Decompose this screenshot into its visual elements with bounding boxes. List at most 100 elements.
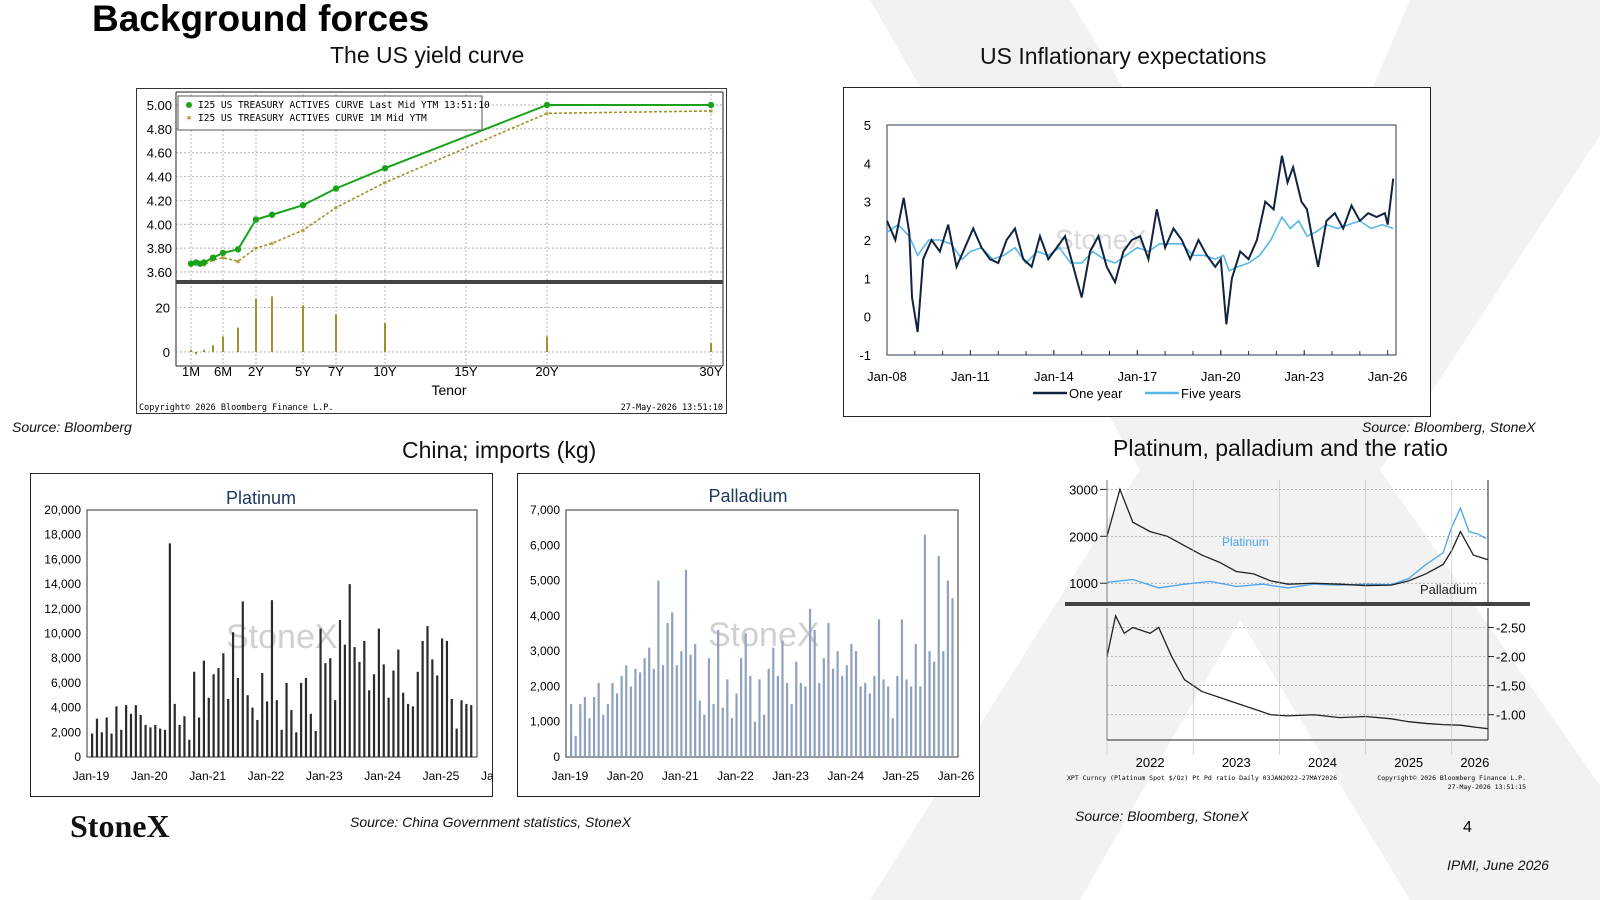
palladium-bar [707, 658, 711, 757]
yield-point-last [268, 211, 276, 218]
platinum-bar [256, 719, 259, 757]
platinum-chart-title: Platinum [226, 488, 296, 508]
yield-point-last [219, 249, 227, 257]
inflation-ytick: -1 [859, 348, 871, 363]
palladium-ytick: 6,000 [530, 538, 560, 552]
platinum-bar [314, 731, 317, 757]
yield-point-last [707, 101, 715, 109]
palladium-bar [588, 718, 591, 757]
platinum-bar [125, 705, 128, 757]
ptpd-chart: 3000 2000 1000 Platinum Palladium -2.50 -2.… [1065, 480, 1530, 791]
yield-point-last [543, 101, 551, 109]
yield-point-1m: ✶ [544, 109, 551, 118]
platinum-bar [455, 728, 458, 757]
platinum-bar [270, 600, 274, 757]
yield-point-1m: ✶ [382, 179, 389, 188]
inflation-legend-one-year: One year [1069, 386, 1123, 401]
yield-point-1m: ✶ [269, 239, 276, 248]
china-platinum-chart: Platinum StoneX 20,000 18,000 16,000 14,000… [44, 488, 493, 783]
platinum-bar [144, 724, 147, 757]
palladium-bar [790, 704, 793, 757]
inflation-source: Source: Bloomberg, StoneX [1362, 419, 1536, 435]
inflation-xtick: Jan-26 [1368, 369, 1408, 384]
yield-xtick: 6M [214, 364, 232, 379]
palladium-bar [735, 693, 738, 757]
yield-point-last [209, 254, 217, 261]
inflation-ytick: 4 [864, 156, 871, 171]
platinum-bar [392, 670, 395, 757]
platinum-bar [154, 724, 157, 757]
yield-ytick: 4.60 [147, 146, 172, 161]
platinum-bar [285, 682, 288, 757]
ptpd-xtick: 2023 [1222, 755, 1251, 770]
platinum-bar [445, 640, 449, 757]
platinum-xtick: Jan-22 [248, 769, 285, 783]
ptpd-xtick: 2024 [1308, 755, 1337, 770]
platinum-bar [183, 716, 186, 757]
platinum-ytick: 20,000 [44, 503, 81, 517]
inflation-ytick: 3 [864, 195, 871, 210]
palladium-bar [827, 622, 830, 757]
yield-ytick: 4.00 [147, 217, 172, 232]
platinum-bar [134, 705, 137, 757]
palladium-bar [799, 682, 802, 757]
palladium-xtick: Jan-20 [607, 769, 644, 783]
palladium-bar [744, 633, 747, 757]
ptpd-ratio-line [1106, 613, 1489, 730]
palladium-bar [698, 700, 701, 757]
yield-xtick: 2Y [248, 364, 264, 379]
palladium-chart-title: Palladium [708, 486, 787, 506]
platinum-bar [372, 674, 376, 757]
platinum-bar [129, 713, 133, 757]
platinum-bar [163, 729, 167, 757]
platinum-bar [275, 700, 278, 757]
inflation-xtick: Jan-11 [951, 369, 990, 384]
platinum-bar [197, 717, 201, 757]
yield-ytick: 4.80 [147, 122, 172, 137]
palladium-xtick: Jan-19 [552, 769, 589, 783]
slide-heading: Background forces [92, 0, 430, 39]
palladium-bar [873, 675, 876, 757]
platinum-bar [251, 707, 254, 757]
palladium-bar [781, 640, 784, 757]
ptpd-line-palladium [1106, 487, 1489, 587]
platinum-bar [159, 728, 162, 757]
platinum-ytick: 4,000 [51, 701, 81, 715]
palladium-bar [592, 697, 596, 757]
platinum-watermark: StoneX [226, 618, 338, 656]
ptpd-footnote-right-1: Copyright© 2026 Bloomberg Finance L.P. [1377, 774, 1526, 782]
palladium-bar [643, 658, 646, 757]
platinum-bar [416, 671, 419, 757]
ptpd-footnote-right-2: 27-May-2026 13:51:15 [1448, 783, 1526, 791]
platinum-bar [149, 727, 152, 757]
yield-xtick: 1M [182, 364, 200, 379]
palladium-bar [606, 704, 609, 757]
platinum-bar [397, 649, 400, 757]
ptpd-xtick: 2025 [1394, 755, 1423, 770]
palladium-bar [891, 718, 894, 757]
palladium-bar [882, 679, 885, 757]
platinum-ytick: 14,000 [44, 577, 81, 591]
platinum-bar [406, 703, 410, 757]
yield-lower-ytick: 20 [156, 301, 170, 316]
platinum-bar [295, 732, 298, 757]
palladium-ytick: 5,000 [530, 574, 560, 588]
ptpd-upper-ytick: 2000 [1069, 529, 1098, 544]
platinum-ytick: 8,000 [51, 651, 81, 665]
palladium-bar [703, 714, 706, 757]
platinum-bar [105, 717, 108, 757]
yield-timestamp: 27-May-2026 13:51:10 [621, 403, 723, 413]
platinum-bar [265, 701, 269, 757]
palladium-bar [680, 651, 683, 757]
palladium-bar [570, 704, 573, 757]
platinum-bar [280, 729, 283, 757]
platinum-bar [440, 638, 444, 757]
platinum-bar [304, 677, 308, 757]
yield-ytick: 5.00 [147, 98, 172, 113]
palladium-bar [740, 658, 743, 757]
platinum-bar [324, 663, 327, 757]
yield-curve-title: The US yield curve [330, 42, 525, 68]
platinum-bar [363, 640, 366, 757]
platinum-bar [222, 653, 225, 757]
